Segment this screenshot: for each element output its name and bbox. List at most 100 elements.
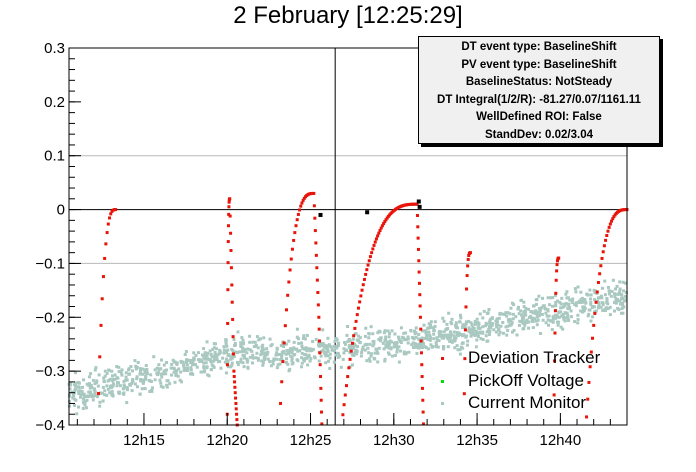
current-monitor-point [624, 298, 628, 302]
current-monitor-point [580, 300, 584, 304]
current-monitor-point [302, 359, 306, 363]
current-monitor-point [517, 312, 521, 316]
current-monitor-point [435, 339, 439, 343]
current-monitor-point [501, 331, 505, 335]
deviation-tracker-point [372, 243, 376, 247]
current-monitor-point [141, 378, 145, 382]
current-monitor-point [371, 344, 375, 348]
current-monitor-point [90, 385, 94, 389]
current-monitor-point [116, 376, 120, 380]
current-monitor-point [506, 324, 510, 328]
current-monitor-point [449, 320, 453, 324]
y-tick-label: −0.3 [35, 363, 65, 380]
deviation-tracker-point [289, 257, 293, 261]
current-monitor-point [406, 337, 410, 341]
y-tick-label: −0.2 [35, 309, 65, 326]
current-monitor-point [130, 381, 134, 385]
current-monitor-point [305, 349, 309, 353]
current-monitor-point [110, 374, 114, 378]
current-monitor-point [243, 356, 247, 360]
current-monitor-point [196, 351, 200, 355]
current-monitor-point [335, 346, 339, 350]
current-monitor-point [120, 368, 124, 372]
current-monitor-point [324, 354, 328, 358]
current-monitor-point [159, 367, 163, 371]
current-monitor-point [336, 352, 340, 356]
current-monitor-point [321, 328, 325, 332]
current-monitor-point [183, 353, 187, 357]
current-monitor-point [354, 348, 358, 352]
current-monitor-point [481, 325, 485, 329]
current-monitor-point [194, 363, 198, 367]
current-monitor-point [490, 322, 494, 326]
current-monitor-point [165, 385, 169, 389]
current-monitor-point [336, 344, 340, 348]
current-monitor-point [429, 320, 433, 324]
current-monitor-point [164, 372, 168, 376]
deviation-tracker-point [370, 251, 374, 255]
deviation-tracker-point [415, 213, 419, 217]
current-monitor-point [352, 346, 356, 350]
current-monitor-point [485, 330, 489, 334]
current-monitor-point [484, 324, 488, 328]
current-monitor-point [308, 349, 312, 353]
deviation-tracker-point [342, 403, 346, 407]
current-monitor-point [188, 372, 192, 376]
current-monitor-point [471, 325, 475, 329]
current-monitor-point [446, 333, 450, 337]
current-monitor-point [128, 383, 132, 387]
current-monitor-point [577, 300, 581, 304]
current-monitor-point [99, 391, 103, 395]
current-monitor-point [357, 334, 361, 338]
current-monitor-point [372, 340, 376, 344]
current-monitor-point [615, 284, 619, 288]
current-monitor-point [485, 312, 489, 316]
current-monitor-point [212, 365, 216, 369]
current-monitor-point [511, 317, 515, 321]
current-monitor-point [410, 335, 414, 339]
current-monitor-point [171, 366, 175, 370]
current-monitor-point [101, 385, 105, 389]
current-monitor-point [346, 325, 350, 329]
current-monitor-point [556, 299, 560, 303]
current-monitor-point [455, 344, 459, 348]
deviation-tracker-point [376, 234, 380, 238]
current-monitor-point [225, 344, 229, 348]
current-monitor-point [232, 337, 236, 341]
current-monitor-point [523, 323, 527, 327]
current-monitor-point [584, 301, 588, 305]
current-monitor-point [592, 305, 596, 309]
legend-swatch [441, 357, 444, 360]
current-monitor-point [328, 352, 332, 356]
deviation-tracker-point [416, 247, 420, 251]
current-monitor-point [535, 323, 539, 327]
current-monitor-point [589, 300, 593, 304]
current-monitor-point [309, 347, 313, 351]
current-monitor-point [353, 343, 357, 347]
current-monitor-point [534, 319, 538, 323]
deviation-tracker-point [288, 268, 292, 272]
stat-baseline-status: BaselineStatus: NotSteady [465, 76, 613, 88]
current-monitor-point [379, 336, 383, 340]
current-monitor-point [172, 370, 176, 374]
current-monitor-point [487, 307, 491, 311]
current-monitor-point [240, 336, 244, 340]
current-monitor-point [298, 349, 302, 353]
current-monitor-point [206, 373, 210, 377]
current-monitor-point [148, 379, 152, 383]
current-monitor-point [205, 340, 209, 344]
current-monitor-point [485, 339, 489, 343]
current-monitor-point [325, 344, 329, 348]
current-monitor-point [162, 372, 166, 376]
current-monitor-point [88, 390, 92, 394]
current-monitor-point [149, 373, 153, 377]
current-monitor-point [239, 357, 243, 361]
current-monitor-point [594, 309, 598, 313]
deviation-tracker-point [465, 287, 469, 291]
current-monitor-point [102, 376, 106, 380]
current-monitor-point [576, 321, 580, 325]
current-monitor-point [192, 356, 196, 360]
deviation-tracker-point [299, 204, 303, 208]
current-monitor-point [607, 289, 611, 293]
stat-welldefined-roi: WellDefined ROI: False [476, 111, 602, 123]
